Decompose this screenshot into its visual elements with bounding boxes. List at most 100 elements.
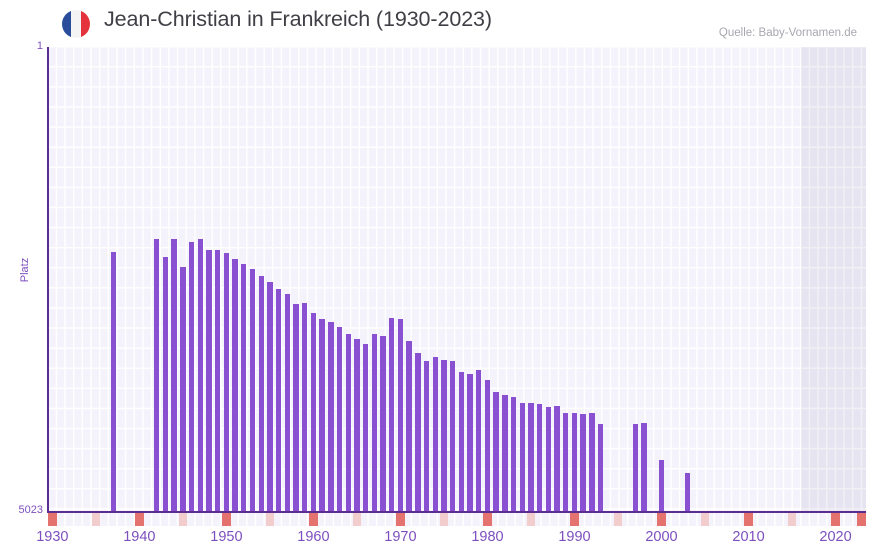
bar-1957[interactable]	[284, 293, 290, 511]
x-tick-mark-1985	[526, 513, 536, 526]
y-axis-top-label: 1	[36, 40, 43, 52]
x-tick-mark-1990	[570, 513, 579, 526]
chart-header: Jean-Christian in Frankreich (1930-2023)…	[0, 0, 873, 47]
bar-1988[interactable]	[554, 406, 560, 511]
x-tick-mark-2020	[831, 513, 840, 526]
france-flag-icon	[62, 10, 90, 38]
y-axis-title: Platz	[19, 257, 31, 283]
bar-1964[interactable]	[345, 333, 351, 511]
y-axis-bottom-label: 5023	[18, 504, 43, 516]
bar-1943[interactable]	[162, 256, 169, 511]
bar-1942[interactable]	[154, 239, 160, 511]
bar-1984[interactable]	[519, 403, 525, 511]
bar-1962[interactable]	[328, 321, 334, 511]
bar-1966[interactable]	[362, 344, 369, 511]
bar-1963[interactable]	[336, 326, 343, 511]
bar-1954[interactable]	[258, 275, 264, 511]
bar-1970[interactable]	[397, 318, 404, 511]
bar-1987[interactable]	[545, 407, 552, 511]
bar-1965[interactable]	[354, 338, 360, 511]
bar-1973[interactable]	[423, 361, 430, 511]
bar-2003[interactable]	[684, 472, 691, 511]
x-tick-mark-1940	[135, 513, 144, 526]
x-tick-mark-2015	[787, 513, 797, 526]
source-label: Quelle: Baby-Vornamen.de	[718, 27, 857, 39]
bar-1967[interactable]	[371, 333, 378, 511]
forecast-shaded-region	[800, 47, 866, 511]
x-tick-mark-1945	[178, 513, 188, 526]
bar-1937[interactable]	[110, 251, 116, 511]
bar-1993[interactable]	[597, 423, 604, 511]
bar-1953[interactable]	[249, 269, 256, 511]
bar-1976[interactable]	[449, 361, 456, 511]
bar-1948[interactable]	[206, 249, 212, 511]
bar-1949[interactable]	[214, 249, 221, 511]
bar-1975[interactable]	[441, 359, 447, 511]
bar-1951[interactable]	[232, 258, 238, 511]
flag-stripe-white	[71, 10, 81, 38]
bar-1998[interactable]	[641, 423, 647, 511]
x-tick-mark-1970	[396, 513, 405, 526]
bar-1944[interactable]	[171, 239, 177, 511]
bar-1985[interactable]	[528, 402, 534, 511]
x-tick-mark-2005	[700, 513, 710, 526]
bar-1978[interactable]	[467, 373, 473, 511]
bar-1990[interactable]	[571, 413, 578, 511]
page-title: Jean-Christian in Frankreich (1930-2023)	[104, 7, 492, 31]
x-tick-label-1980: 1980	[471, 529, 504, 545]
bar-1974[interactable]	[432, 356, 438, 511]
x-tick-label-1940: 1940	[123, 529, 156, 545]
bar-1986[interactable]	[536, 403, 543, 511]
bar-1950[interactable]	[223, 253, 230, 511]
bar-1959[interactable]	[302, 303, 308, 511]
bar-1960[interactable]	[310, 313, 317, 511]
bar-1955[interactable]	[267, 282, 273, 511]
bar-1971[interactable]	[406, 340, 412, 511]
bar-1980[interactable]	[484, 380, 491, 511]
bar-1952[interactable]	[241, 264, 247, 511]
x-tick-label-1990: 1990	[558, 529, 591, 545]
y-axis-line	[47, 47, 49, 512]
bar-2000[interactable]	[658, 459, 665, 511]
bar-1968[interactable]	[380, 335, 386, 511]
bar-1992[interactable]	[589, 413, 595, 511]
bar-1989[interactable]	[563, 412, 569, 511]
x-tick-mark-1950	[222, 513, 231, 526]
x-tick-mark-1930	[48, 513, 57, 526]
bar-1945[interactable]	[180, 267, 186, 511]
bar-1977[interactable]	[458, 371, 465, 511]
flag-stripe-red	[80, 10, 90, 38]
x-tick-label-1950: 1950	[210, 529, 243, 545]
bar-1958[interactable]	[293, 303, 299, 511]
x-tick-mark-1995	[613, 513, 623, 526]
bar-1956[interactable]	[275, 288, 282, 511]
bar-1961[interactable]	[319, 318, 325, 511]
bar-1979[interactable]	[476, 369, 482, 511]
bar-1983[interactable]	[510, 397, 517, 511]
bar-1969[interactable]	[389, 317, 395, 511]
x-tick-mark-1980	[483, 513, 492, 526]
x-tick-mark-2000	[657, 513, 666, 526]
x-tick-label-1930: 1930	[36, 529, 69, 545]
bar-1947[interactable]	[197, 238, 203, 511]
x-tick-label-1960: 1960	[297, 529, 330, 545]
x-tick-mark-edge	[857, 513, 866, 526]
bar-1991[interactable]	[580, 413, 586, 511]
x-tick-label-1970: 1970	[384, 529, 417, 545]
x-tick-label-2020: 2020	[819, 529, 852, 545]
bar-1982[interactable]	[502, 394, 508, 511]
x-tick-mark-1960	[309, 513, 318, 526]
flag-stripe-blue	[62, 10, 72, 38]
bar-1972[interactable]	[415, 352, 421, 511]
bar-1946[interactable]	[188, 241, 195, 511]
x-tick-label-2010: 2010	[732, 529, 765, 545]
bar-1981[interactable]	[493, 391, 499, 511]
x-tick-label-2000: 2000	[645, 529, 678, 545]
x-tick-mark-2010	[744, 513, 753, 526]
plot-area	[48, 47, 866, 511]
x-tick-mark-1965	[352, 513, 362, 526]
bar-1997[interactable]	[632, 423, 639, 511]
x-tick-mark-1955	[265, 513, 275, 526]
x-tick-mark-1975	[439, 513, 449, 526]
